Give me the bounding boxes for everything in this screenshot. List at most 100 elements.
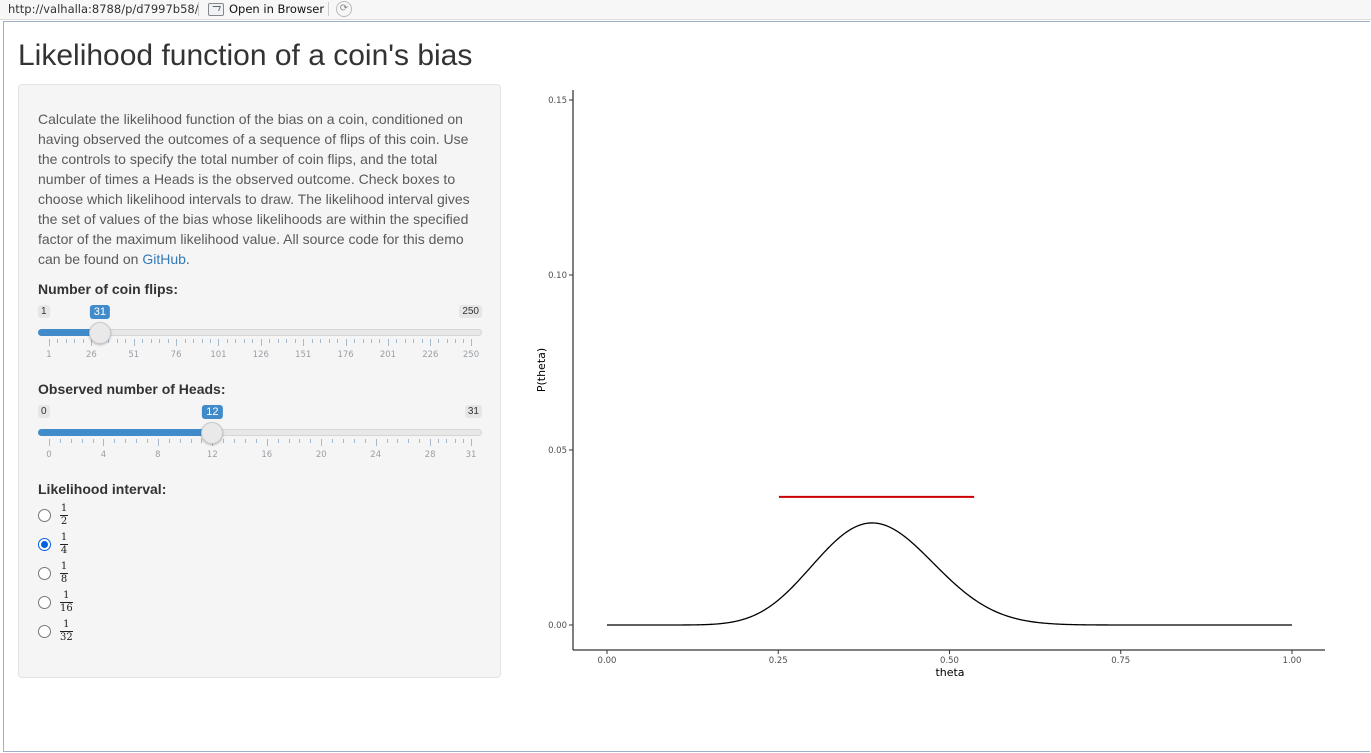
heads-label: Observed number of Heads:	[38, 381, 226, 397]
slider-minor-tick	[210, 339, 211, 343]
slider-minor-tick	[108, 339, 110, 343]
fraction-label: 1 32	[60, 619, 73, 643]
slider-minor-tick	[354, 339, 356, 343]
radio-button[interactable]	[38, 508, 51, 522]
github-link[interactable]: GitHub	[142, 251, 186, 267]
flips-slider[interactable]: 1 250 31 1 26 51 76 101 126 151 176 201 226 250	[38, 305, 482, 365]
slider-minor-tick	[245, 439, 247, 443]
slider-minor-tick	[379, 339, 381, 343]
slider-minor-tick	[193, 339, 195, 343]
slider-tick-label: 8	[155, 450, 161, 460]
slider-major-tick	[49, 339, 50, 346]
slider-fill	[38, 429, 213, 436]
slider-tick-label: 16	[261, 450, 273, 460]
fraction-denominator: 4	[60, 544, 68, 556]
slider-minor-tick	[337, 339, 339, 343]
slider-tick-label: 250	[462, 350, 480, 360]
slider-handle[interactable]	[88, 322, 111, 344]
fraction-bar	[60, 601, 73, 603]
interval-option[interactable]: 1 32	[38, 619, 73, 643]
slider-tick-label: 101	[210, 350, 227, 360]
slider-tick-label: 126	[252, 350, 269, 360]
slider-minor-tick	[299, 439, 301, 443]
slider-major-tick	[260, 339, 262, 346]
slider-major-tick	[103, 439, 105, 446]
y-axis-title: P(theta)	[535, 348, 548, 392]
slider-minor-tick	[114, 439, 116, 443]
slider-handle[interactable]	[201, 422, 224, 444]
fraction-bar	[60, 572, 68, 574]
slider-minor-tick	[396, 339, 398, 343]
slider-minor-tick	[462, 439, 464, 443]
slider-value-label: 31	[89, 305, 110, 319]
slider-minor-tick	[446, 339, 448, 343]
radio-button[interactable]	[38, 624, 51, 638]
slider-minor-tick	[136, 439, 138, 443]
url-text: http://valhalla:8788/p/d7997b58/	[8, 2, 199, 16]
slider-min-label: 0	[38, 405, 50, 418]
refresh-icon[interactable]: ⟳	[336, 1, 352, 17]
slider-minor-tick	[277, 439, 279, 443]
slider-major-tick	[375, 439, 377, 446]
slider-minor-tick	[438, 339, 440, 343]
slider-major-tick	[471, 339, 472, 346]
fraction-bar	[60, 514, 68, 516]
slider-minor-tick	[397, 439, 399, 443]
slider-minor-tick	[168, 439, 170, 443]
interval-option[interactable]: 1 16	[38, 590, 73, 614]
slider-minor-tick	[179, 439, 181, 443]
slider-minor-tick	[311, 339, 313, 343]
open-in-browser-button[interactable]: Open in Browser	[208, 1, 324, 17]
slider-minor-tick	[328, 339, 330, 343]
slider-major-tick	[91, 339, 93, 346]
slider-minor-tick	[255, 439, 257, 443]
fraction-denominator: 32	[60, 631, 73, 643]
likelihood-plot: 0.00 0.25 0.50 0.75 1.00 0.00 0.05 0.10 0.15 thet…	[535, 90, 1325, 679]
slider-minor-tick	[59, 439, 61, 443]
sidebar-panel: Calculate the likelihood function of the…	[18, 84, 501, 678]
slider-minor-tick	[294, 339, 296, 343]
divider	[328, 2, 329, 16]
x-tick-label: 0.50	[940, 656, 959, 666]
radio-button[interactable]	[38, 537, 51, 551]
fraction-numerator: 1	[60, 560, 68, 572]
radio-button[interactable]	[38, 566, 51, 580]
x-tick-label: 0.00	[598, 656, 617, 666]
y-tick-label: 0.05	[548, 446, 567, 456]
slider-minor-tick	[167, 339, 169, 343]
radio-button[interactable]	[38, 595, 51, 609]
slider-major-tick	[266, 439, 268, 446]
heads-slider[interactable]: 0 31 12 0 4 8 12 16 20 24 28 31	[38, 405, 482, 465]
slider-minor-tick	[343, 439, 345, 443]
slider-minor-tick	[201, 339, 203, 343]
slider-tick-label: 151	[295, 350, 312, 360]
slider-minor-tick	[371, 339, 372, 343]
slider-minor-tick	[320, 339, 322, 343]
slider-minor-tick	[362, 339, 364, 343]
slider-minor-tick	[74, 339, 76, 343]
slider-minor-tick	[404, 339, 406, 343]
slider-minor-tick	[421, 339, 423, 343]
fraction-denominator: 8	[60, 573, 68, 585]
slider-major-tick	[218, 339, 220, 346]
y-tick-label: 0.00	[548, 621, 567, 631]
fraction-numerator: 1	[60, 531, 68, 543]
slider-major-tick	[430, 439, 432, 446]
y-tick-label: 0.10	[548, 271, 567, 281]
slider-minor-tick	[159, 339, 161, 343]
slider-tick-label: 1	[46, 350, 52, 360]
slider-minor-tick	[226, 339, 228, 343]
slider-major-tick	[49, 439, 50, 446]
slider-minor-tick	[235, 339, 237, 343]
fraction-bar	[60, 630, 73, 632]
slider-minor-tick	[70, 439, 72, 443]
slider-tick-label: 24	[370, 450, 382, 460]
slider-minor-tick	[142, 339, 144, 343]
slider-major-tick	[157, 439, 159, 446]
slider-minor-tick	[288, 439, 290, 443]
browser-bar: http://valhalla:8788/p/d7997b58/ Open in…	[0, 0, 1371, 20]
